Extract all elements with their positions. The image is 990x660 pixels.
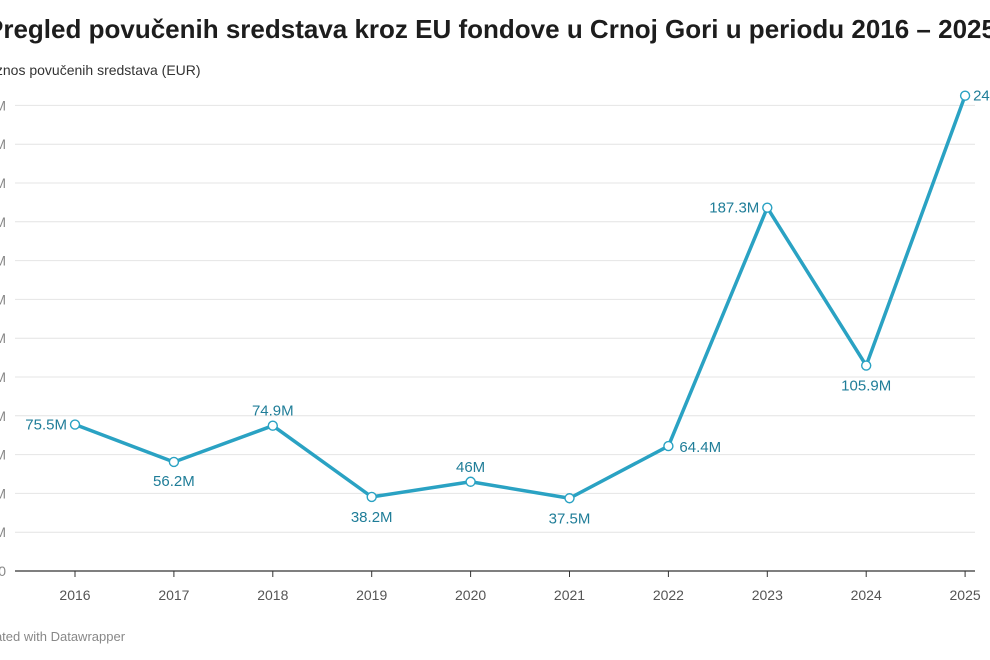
chart-title: Pregled povučenih sredstava kroz EU fond… <box>0 14 990 44</box>
footer-credit: Created with Datawrapper <box>0 629 126 644</box>
data-point <box>69 419 81 430</box>
data-point <box>959 90 971 101</box>
y-tick-label: 160M <box>0 253 6 269</box>
y-tick-label: 200M <box>0 175 6 191</box>
x-tick-label: 2016 <box>59 587 90 603</box>
y-axis-label: Iznos povučenih sredstava (EUR) <box>0 62 201 78</box>
data-label: 64.4M <box>679 439 721 456</box>
y-tick-label: 180M <box>0 214 6 230</box>
grid-lines <box>15 104 975 533</box>
x-tick-label: 2025 <box>950 587 981 603</box>
y-tick-label: 120M <box>0 330 6 346</box>
data-labels: 75.5M 56.2M 74.9M 38.2M 46M 37.5M 64.4M 187.3M 1… <box>25 88 990 528</box>
data-point <box>762 202 773 213</box>
data-point <box>663 440 674 452</box>
data-point <box>465 476 476 487</box>
series-layer <box>73 93 967 500</box>
data-label: 56.2M <box>153 473 195 490</box>
y-tick-label: 0 <box>0 563 6 579</box>
x-tick-label: 2023 <box>752 587 783 603</box>
y-tick-label: 40M <box>0 485 6 501</box>
data-point <box>366 491 377 503</box>
x-tick-label: 2021 <box>554 587 585 603</box>
x-tick-label: 2019 <box>356 587 387 603</box>
data-label: 37.5M <box>549 510 591 527</box>
data-points <box>69 90 971 504</box>
data-label: 75.5M <box>25 417 67 434</box>
x-tick-label: 2020 <box>455 587 486 603</box>
data-point <box>861 360 872 371</box>
x-tick-label: 2024 <box>851 587 882 603</box>
data-label: 46M <box>456 459 485 476</box>
data-point <box>564 493 575 504</box>
x-tick-label: 2022 <box>653 587 684 603</box>
y-tick-label: 220M <box>0 136 6 152</box>
data-label: 74.9M <box>252 403 294 420</box>
y-tick-label: 140M <box>0 291 6 307</box>
data-label: 105.9M <box>841 378 891 395</box>
data-label: 187.3M <box>709 200 759 217</box>
y-tick-label: 100M <box>0 369 6 385</box>
y-tick-label: 80M <box>0 408 6 424</box>
x-tick-label: 2017 <box>158 587 189 603</box>
data-label: 38.2M <box>351 509 393 526</box>
y-tick-label: 60M <box>0 447 6 463</box>
data-point <box>267 420 278 431</box>
x-tick-label: 2018 <box>257 587 288 603</box>
y-tick-label: 20M <box>0 524 6 540</box>
data-label: 245M <box>973 88 990 105</box>
series-line <box>73 93 967 500</box>
data-point <box>168 456 180 468</box>
y-tick-label: 240M <box>0 97 6 113</box>
axes: 0 20M 40M 60M 80M 100M 120M 140M 160M 180M 200M 220… <box>0 97 981 603</box>
